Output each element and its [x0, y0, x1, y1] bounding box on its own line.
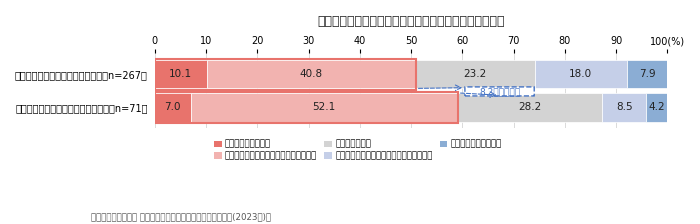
Text: 52.1: 52.1 [313, 102, 336, 112]
Bar [458, 93, 602, 121]
Text: 18.0: 18.0 [569, 69, 592, 79]
Bar [190, 93, 458, 121]
Legend: きれいに保てている, どちらかというと、きれいに保てている, どちらでもない, どちらかというと、きれいに保てていない, きれいに保てていない: きれいに保てている, どちらかというと、きれいに保てている, どちらでもない, … [211, 136, 505, 164]
Text: 8.2ポイント差: 8.2ポイント差 [479, 87, 520, 96]
Text: 4.2: 4.2 [648, 102, 665, 112]
Bar [206, 60, 416, 88]
Text: 23.2: 23.2 [463, 69, 486, 79]
Text: 28.2: 28.2 [519, 102, 542, 112]
Bar [416, 60, 535, 88]
Bar [155, 92, 458, 123]
Bar [535, 60, 627, 88]
Bar [155, 59, 416, 90]
Bar [602, 93, 646, 121]
Text: 7.0: 7.0 [164, 102, 181, 112]
Bar [155, 93, 190, 121]
FancyBboxPatch shape [465, 87, 534, 96]
Text: 10.1: 10.1 [169, 69, 193, 79]
Text: 40.8: 40.8 [300, 69, 323, 79]
Bar [155, 60, 206, 88]
Text: 8.5: 8.5 [616, 102, 632, 112]
Text: 積水ハウス株式会社 住生活研究所「年始に向けた大掃除調査(2023年)」: 積水ハウス株式会社 住生活研究所「年始に向けた大掃除調査(2023年)」 [91, 213, 271, 222]
Text: 7.9: 7.9 [639, 69, 655, 79]
Title: 師走の大掃除における大変さ有無比較｜普段の家の状態: 師走の大掃除における大変さ有無比較｜普段の家の状態 [317, 15, 505, 28]
Bar [627, 60, 667, 88]
Bar [646, 93, 667, 121]
